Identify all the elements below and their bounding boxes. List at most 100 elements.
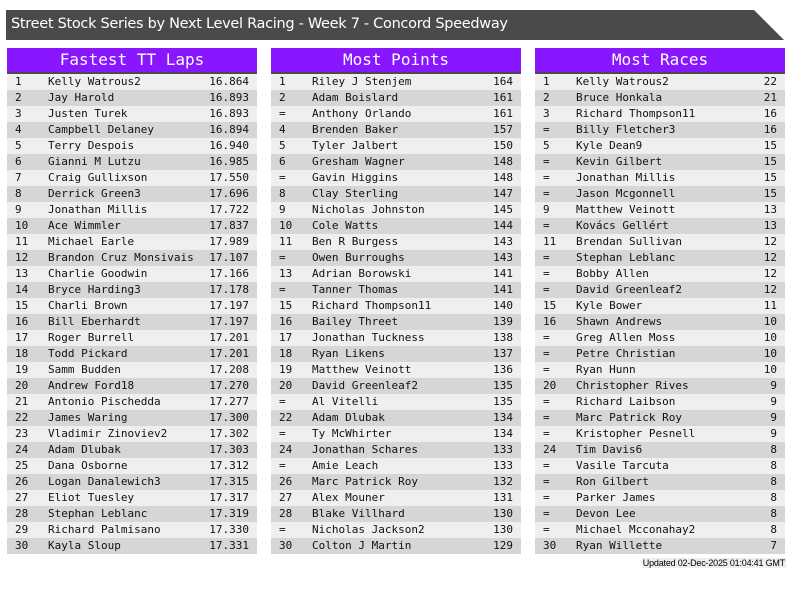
table-row: = Ron Gilbert 8 (535, 474, 785, 490)
driver-name-cell: Roger Burrell (48, 331, 135, 344)
driver-name-cell: Matthew Veinott (576, 203, 676, 216)
rank-cell: = (543, 283, 550, 296)
rank-cell: = (543, 427, 550, 440)
value-cell: 12 (763, 251, 777, 264)
table-row: = Owen Burroughs 143 (271, 250, 521, 266)
rank-cell: 24 (543, 443, 557, 456)
driver-name-cell: Richard Thompson11 (312, 299, 432, 312)
table-row: = Petre Christian 10 (535, 346, 785, 362)
driver-name-cell: Gresham Wagner (312, 155, 405, 168)
table-row: 8 Clay Sterling 147 (271, 186, 521, 202)
value-cell: 17.303 (209, 443, 249, 456)
rank-cell: 27 (15, 491, 29, 504)
value-cell: 8 (770, 459, 777, 472)
value-cell: 147 (493, 187, 513, 200)
value-cell: 17.302 (209, 427, 249, 440)
driver-name-cell: Justen Turek (48, 107, 128, 120)
driver-name-cell: Kelly Watrous2 (576, 75, 669, 88)
driver-name-cell: Jonathan Millis (576, 171, 676, 184)
rank-cell: 26 (279, 475, 293, 488)
rank-cell: 14 (15, 283, 29, 296)
rank-cell: 2 (279, 91, 286, 104)
table-row: 2 Adam Boislard 161 (271, 90, 521, 106)
rank-cell: 15 (543, 299, 557, 312)
value-cell: 9 (770, 395, 777, 408)
driver-name-cell: Michael Mcconahay2 (576, 523, 696, 536)
value-cell: 135 (493, 379, 513, 392)
table-row: = Marc Patrick Roy 9 (535, 410, 785, 426)
value-cell: 136 (493, 363, 513, 376)
driver-name-cell: Jay Harold (48, 91, 115, 104)
value-cell: 17.208 (209, 363, 249, 376)
table-row: 5 Terry Despois 16.940 (7, 138, 257, 154)
rank-cell: = (543, 123, 550, 136)
rank-cell: 17 (279, 331, 293, 344)
value-cell: 15 (763, 171, 777, 184)
value-cell: 17.312 (209, 459, 249, 472)
rank-cell: 16 (15, 315, 29, 328)
table-row: = Parker James 8 (535, 490, 785, 506)
rank-cell: 1 (543, 75, 550, 88)
driver-name-cell: Stephan Leblanc (576, 251, 676, 264)
table-row: 3 Justen Turek 16.893 (7, 106, 257, 122)
driver-name-cell: Nicholas Johnston (312, 203, 425, 216)
table-row: = Gavin Higgins 148 (271, 170, 521, 186)
value-cell: 135 (493, 395, 513, 408)
rank-cell: 1 (15, 75, 22, 88)
value-cell: 9 (770, 427, 777, 440)
driver-name-cell: Charlie Goodwin (48, 267, 148, 280)
table-row: 30 Ryan Willette 7 (535, 538, 785, 554)
table-row: 15 Charli Brown 17.197 (7, 298, 257, 314)
rank-cell: 27 (279, 491, 293, 504)
value-cell: 17.300 (209, 411, 249, 424)
rank-cell: 10 (15, 219, 29, 232)
table-row: 10 Cole Watts 144 (271, 218, 521, 234)
rank-cell: 12 (15, 251, 29, 264)
value-cell: 148 (493, 171, 513, 184)
driver-name-cell: Andrew Ford18 (48, 379, 135, 392)
rank-cell: 5 (543, 139, 550, 152)
table-row: 27 Eliot Tuesley 17.317 (7, 490, 257, 506)
value-cell: 17.837 (209, 219, 249, 232)
rank-cell: 6 (15, 155, 22, 168)
driver-name-cell: Ryan Willette (576, 539, 663, 552)
rank-cell: 2 (543, 91, 550, 104)
driver-name-cell: Al Vitelli (312, 395, 379, 408)
driver-name-cell: Bruce Honkala (576, 91, 663, 104)
leaderboard-table: 1 Kelly Watrous2 22 2 Bruce Honkala 21 3 Richar… (535, 74, 785, 554)
table-row: = Kevin Gilbert 15 (535, 154, 785, 170)
value-cell: 137 (493, 347, 513, 360)
rank-cell: = (279, 459, 286, 472)
value-cell: 129 (493, 539, 513, 552)
driver-name-cell: Kristopher Pesnell (576, 427, 696, 440)
value-cell: 12 (763, 267, 777, 280)
value-cell: 17.270 (209, 379, 249, 392)
driver-name-cell: Ty McWhirter (312, 427, 392, 440)
driver-name-cell: Dana Osborne (48, 459, 128, 472)
value-cell: 16 (763, 123, 777, 136)
driver-name-cell: Terry Despois (48, 139, 135, 152)
driver-name-cell: Kelly Watrous2 (48, 75, 141, 88)
driver-name-cell: Adam Boislard (312, 91, 399, 104)
value-cell: 22 (763, 75, 777, 88)
driver-name-cell: Vasile Tarcuta (576, 459, 669, 472)
table-row: 1 Riley J Stenjem 164 (271, 74, 521, 90)
value-cell: 17.330 (209, 523, 249, 536)
value-cell: 140 (493, 299, 513, 312)
updated-timestamp: Updated 02-Dec-2025 01:04:41 GMT (641, 558, 786, 568)
driver-name-cell: Richard Thompson11 (576, 107, 696, 120)
driver-name-cell: Colton J Martin (312, 539, 412, 552)
table-row: 22 James Waring 17.300 (7, 410, 257, 426)
rank-cell: 28 (279, 507, 293, 520)
driver-name-cell: Greg Allen Moss (576, 331, 676, 344)
driver-name-cell: Riley J Stenjem (312, 75, 412, 88)
value-cell: 16.985 (209, 155, 249, 168)
rank-cell: 9 (279, 203, 286, 216)
rank-cell: 18 (279, 347, 293, 360)
value-cell: 12 (763, 283, 777, 296)
driver-name-cell: Samm Budden (48, 363, 121, 376)
rank-cell: 30 (279, 539, 293, 552)
rank-cell: 15 (15, 299, 29, 312)
table-row: = Ty McWhirter 134 (271, 426, 521, 442)
value-cell: 141 (493, 283, 513, 296)
